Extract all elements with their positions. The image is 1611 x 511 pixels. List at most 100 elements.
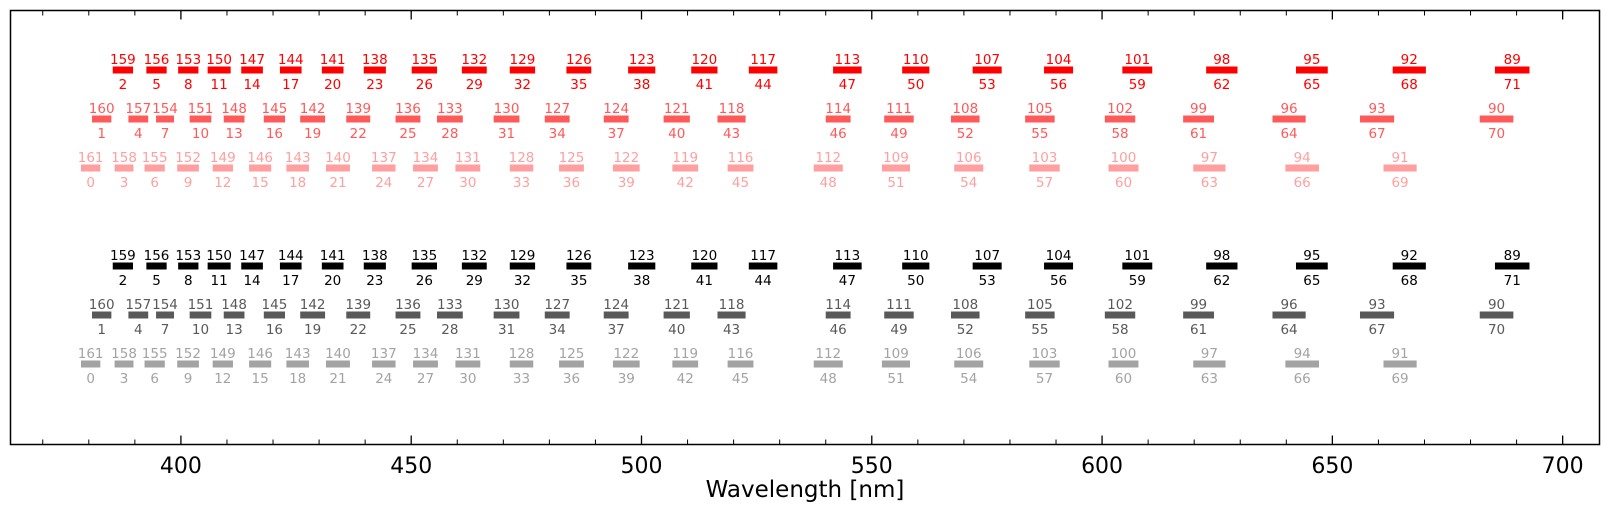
segment-top-label: 95: [1303, 52, 1320, 68]
segment-bottom-label: 37: [608, 322, 625, 338]
segment-bottom-label: 44: [754, 273, 771, 289]
segment-bottom-label: 70: [1488, 126, 1505, 142]
segment-top-label: 111: [886, 297, 912, 313]
segment-bar: [146, 66, 167, 74]
segment-bottom-label: 36: [563, 371, 580, 387]
segment-bottom-label: 13: [226, 322, 243, 338]
segment-top-label: 130: [494, 297, 520, 313]
segment-top-label: 116: [728, 346, 754, 362]
segment-bottom-label: 54: [960, 371, 977, 387]
segment-bar: [544, 115, 570, 123]
segment-bottom-label: 29: [466, 77, 483, 93]
segment-top-label: 153: [175, 248, 201, 264]
segment-top-label: 94: [1294, 150, 1311, 166]
segment-bottom-label: 9: [184, 175, 193, 191]
segment-bottom-label: 46: [830, 322, 847, 338]
segment-top-label: 161: [78, 150, 104, 166]
segment-bottom-label: 50: [907, 77, 924, 93]
segment-bottom-label: 53: [979, 273, 996, 289]
segment-bar: [212, 360, 233, 368]
x-tick-label: 700: [1542, 454, 1584, 479]
segment-top-label: 93: [1368, 101, 1385, 117]
segment-top-label: 119: [672, 150, 698, 166]
segment-bar: [436, 311, 463, 319]
segment-top-label: 131: [455, 150, 481, 166]
segment-bottom-label: 18: [289, 175, 306, 191]
segment-top-label: 123: [629, 52, 655, 68]
segment-top-label: 124: [603, 297, 629, 313]
segment-top-label: 128: [509, 150, 535, 166]
segment-top-label: 161: [78, 346, 104, 362]
segment-top-label: 133: [437, 101, 463, 117]
segment-bar: [902, 262, 930, 270]
segment-bottom-label: 60: [1115, 371, 1132, 387]
segment-bottom-label: 69: [1391, 371, 1408, 387]
segment-bottom-label: 28: [441, 322, 458, 338]
segment-bottom-label: 44: [754, 77, 771, 93]
segment-bottom-label: 66: [1294, 371, 1311, 387]
segment-bottom-label: 22: [350, 322, 367, 338]
segment-bottom-label: 5: [152, 77, 161, 93]
segment-bar: [1193, 164, 1226, 172]
segment-top-label: 157: [125, 101, 151, 117]
segment-top-label: 155: [142, 150, 168, 166]
segment-bar: [144, 360, 165, 368]
segment-bar: [884, 311, 914, 319]
segment-bar: [114, 360, 134, 368]
segment-bar: [249, 164, 272, 172]
segment-bar: [1383, 360, 1417, 368]
segment-top-label: 135: [411, 248, 437, 264]
segment-bar: [902, 66, 930, 74]
segment-bottom-label: 41: [696, 77, 713, 93]
segment-bar: [612, 164, 640, 172]
segment-bar: [1359, 311, 1395, 319]
segment-bar: [413, 164, 438, 172]
segment-bar: [436, 115, 463, 123]
segment-bottom-label: 37: [608, 126, 625, 142]
segment-top-label: 101: [1124, 248, 1150, 264]
segment-bar: [80, 360, 101, 368]
segment-top-label: 125: [559, 346, 585, 362]
segment-top-label: 112: [815, 346, 841, 362]
segment-top-label: 140: [325, 150, 351, 166]
segment-bar: [954, 360, 984, 368]
segment-bottom-label: 34: [549, 322, 566, 338]
segment-top-label: 105: [1027, 101, 1053, 117]
segment-bottom-label: 23: [366, 273, 383, 289]
segment-bar: [128, 311, 149, 319]
segment-bottom-label: 61: [1190, 126, 1207, 142]
segment-bar: [884, 115, 914, 123]
segment-top-label: 138: [362, 52, 388, 68]
segment-top-label: 113: [834, 248, 860, 264]
segment-bar: [177, 360, 199, 368]
segment-bar: [813, 164, 843, 172]
segment-bottom-label: 20: [324, 77, 341, 93]
segment-top-label: 98: [1213, 52, 1230, 68]
segment-top-label: 133: [437, 297, 463, 313]
segment-top-label: 134: [413, 150, 439, 166]
segment-top-label: 139: [345, 297, 371, 313]
segment-bottom-label: 16: [266, 322, 283, 338]
segment-bottom-label: 55: [1031, 126, 1048, 142]
segment-bar: [663, 311, 690, 319]
segment-top-label: 139: [345, 101, 371, 117]
segment-bar: [825, 115, 851, 123]
segment-bottom-label: 65: [1303, 77, 1320, 93]
segment-bottom-label: 6: [150, 371, 159, 387]
segment-top-label: 144: [278, 248, 304, 264]
segment-bottom-label: 55: [1031, 322, 1048, 338]
segment-top-label: 160: [89, 101, 115, 117]
segment-bottom-label: 12: [214, 175, 231, 191]
segment-bar: [455, 164, 481, 172]
segment-top-label: 159: [110, 52, 136, 68]
segment-top-label: 106: [956, 150, 982, 166]
segment-bar: [80, 164, 101, 172]
segment-top-label: 90: [1488, 297, 1505, 313]
segment-top-label: 107: [974, 52, 1000, 68]
x-tick-label: 650: [1311, 454, 1353, 479]
segment-bar: [1272, 311, 1306, 319]
segment-top-label: 114: [825, 297, 851, 313]
segment-bottom-label: 54: [960, 175, 977, 191]
segment-bottom-label: 0: [86, 175, 95, 191]
